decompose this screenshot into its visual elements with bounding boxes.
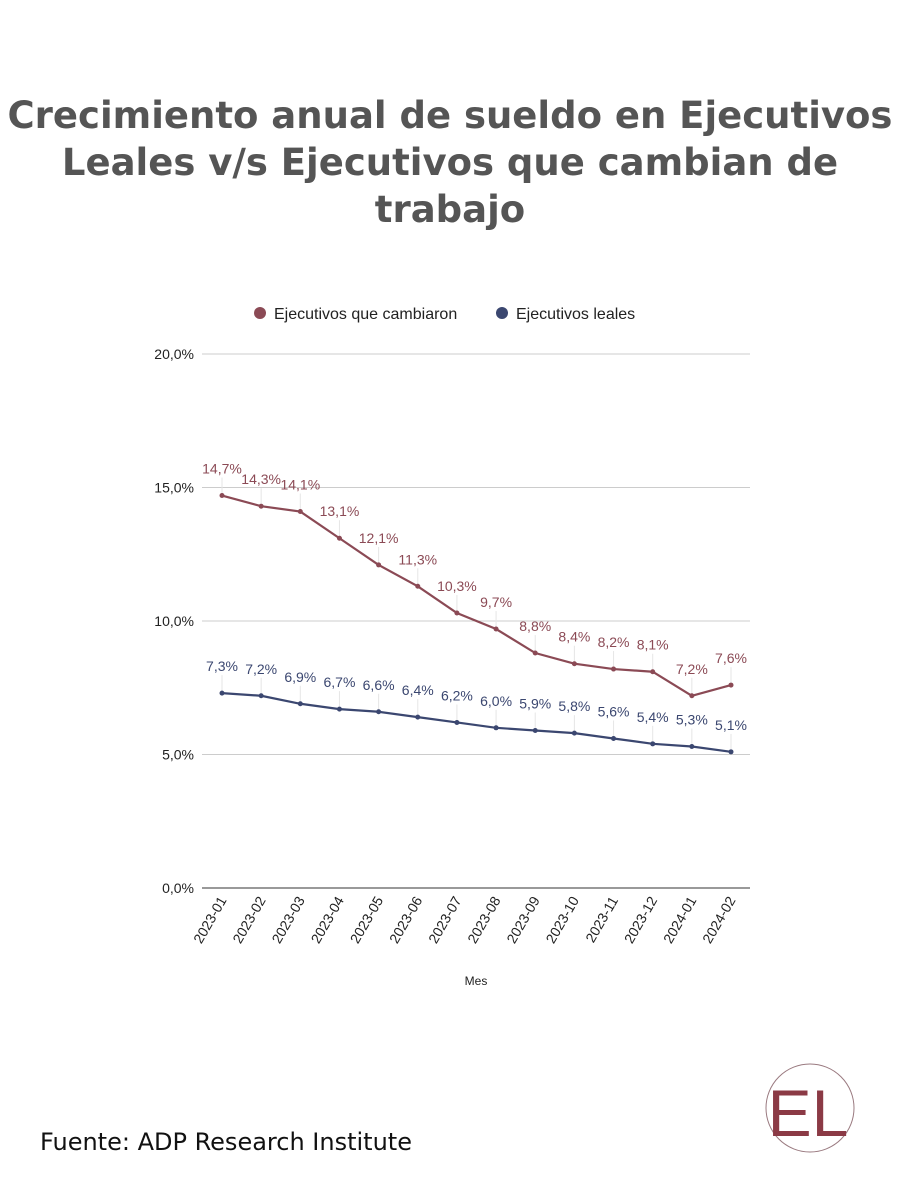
x-tick-label: 2023-10 xyxy=(542,893,582,946)
x-tick-label: 2023-12 xyxy=(621,893,661,946)
data-point xyxy=(258,503,264,509)
x-tick-label: 2023-07 xyxy=(425,893,465,946)
series-cambiaron: 14,7%14,3% 14,1%13,1% 12,1% 11,3%10,3%9,7% 8… xyxy=(202,461,747,699)
data-point xyxy=(532,727,538,733)
legend-marker-leales xyxy=(496,307,508,319)
data-point xyxy=(571,730,577,736)
y-tick-label: 10,0% xyxy=(154,613,194,629)
data-label: 9,7% xyxy=(480,594,512,610)
data-label: 12,1% xyxy=(359,530,399,546)
data-point xyxy=(650,741,656,747)
data-label: 7,2% xyxy=(245,661,277,677)
data-label: 6,0% xyxy=(480,693,512,709)
data-label: 14,1% xyxy=(280,477,320,493)
x-tick-label: 2023-11 xyxy=(582,893,621,945)
x-tick-label: 2023-03 xyxy=(268,893,308,946)
data-label: 5,4% xyxy=(637,709,669,725)
data-label: 8,2% xyxy=(598,634,630,650)
chart-title: Crecimiento anual de sueldo en Ejecutivo… xyxy=(7,94,893,231)
data-point xyxy=(532,650,538,656)
x-tick-label: 2023-06 xyxy=(386,893,426,946)
data-point xyxy=(297,509,303,515)
x-tick-label: 2023-01 xyxy=(190,893,230,946)
data-label: 8,8% xyxy=(519,618,551,634)
data-point xyxy=(336,706,342,712)
data-label: 7,3% xyxy=(206,658,238,674)
data-label: 5,9% xyxy=(519,695,551,711)
data-label: 6,4% xyxy=(402,682,434,698)
x-tick-label: 2023-09 xyxy=(503,893,543,946)
data-point xyxy=(611,666,617,672)
data-point xyxy=(297,701,303,707)
data-point xyxy=(376,709,382,715)
data-label: 7,6% xyxy=(715,650,747,666)
data-point xyxy=(336,535,342,541)
data-point xyxy=(493,725,499,731)
data-point xyxy=(571,661,577,667)
data-point xyxy=(219,493,225,499)
data-label: 8,1% xyxy=(637,637,669,653)
x-tick-label: 2023-08 xyxy=(464,893,504,946)
x-tick-label: 2023-02 xyxy=(229,893,269,946)
data-label: 6,6% xyxy=(363,677,395,693)
series-line xyxy=(221,494,732,697)
data-point xyxy=(728,682,734,688)
data-label: 5,1% xyxy=(715,717,747,733)
series-leales: 7,3% 7,2% 6,9% 6,7% 6,6% 6,4% 6,2% 6,0% 5,9% 5,8%… xyxy=(206,658,747,755)
legend: Ejecutivos que cambiaron Ejecutivos leal… xyxy=(254,306,635,323)
source-note: Fuente: ADP Research Institute xyxy=(40,1128,412,1156)
x-axis-label: Mes xyxy=(465,974,488,988)
data-point xyxy=(493,626,499,632)
data-point xyxy=(415,714,421,720)
y-tick-label: 20,0% xyxy=(154,346,194,362)
data-label: 10,3% xyxy=(437,578,477,594)
logo: EL xyxy=(765,1063,855,1153)
data-point xyxy=(219,690,225,696)
x-tick-label: 2023-05 xyxy=(347,893,387,946)
y-tick-label: 5,0% xyxy=(162,747,194,763)
data-label: 13,1% xyxy=(320,503,360,519)
x-tick-label: 2023-04 xyxy=(308,893,348,946)
data-label: 8,4% xyxy=(558,629,590,645)
svg-text:EL: EL xyxy=(768,1076,849,1150)
series-line xyxy=(221,691,732,753)
data-point xyxy=(689,693,695,699)
x-tick-label: 2024-01 xyxy=(660,893,700,946)
data-point xyxy=(376,562,382,568)
data-label: 6,2% xyxy=(441,687,473,703)
data-label: 14,3% xyxy=(241,471,281,487)
data-point xyxy=(454,610,460,616)
data-label: 11,3% xyxy=(398,551,437,567)
data-label: 14,7% xyxy=(202,461,242,477)
data-label: 5,8% xyxy=(558,698,590,714)
y-tick-label: 15,0% xyxy=(154,480,194,496)
data-point xyxy=(728,749,734,755)
data-point xyxy=(454,719,460,725)
data-point xyxy=(258,693,264,699)
legend-marker-cambiaron xyxy=(254,307,266,319)
data-label: 6,9% xyxy=(284,669,316,685)
data-label: 7,2% xyxy=(676,661,708,677)
data-label: 5,3% xyxy=(676,711,708,727)
data-label: 5,6% xyxy=(598,703,630,719)
x-tick-label: 2024-02 xyxy=(699,893,739,946)
legend-label-cambiaron: Ejecutivos que cambiaron xyxy=(274,306,457,323)
data-point xyxy=(650,669,656,675)
data-point xyxy=(415,583,421,589)
data-point xyxy=(689,743,695,749)
data-label: 6,7% xyxy=(324,674,356,690)
data-point xyxy=(611,735,617,741)
y-tick-label: 0,0% xyxy=(162,880,194,896)
legend-label-leales: Ejecutivos leales xyxy=(516,306,635,323)
